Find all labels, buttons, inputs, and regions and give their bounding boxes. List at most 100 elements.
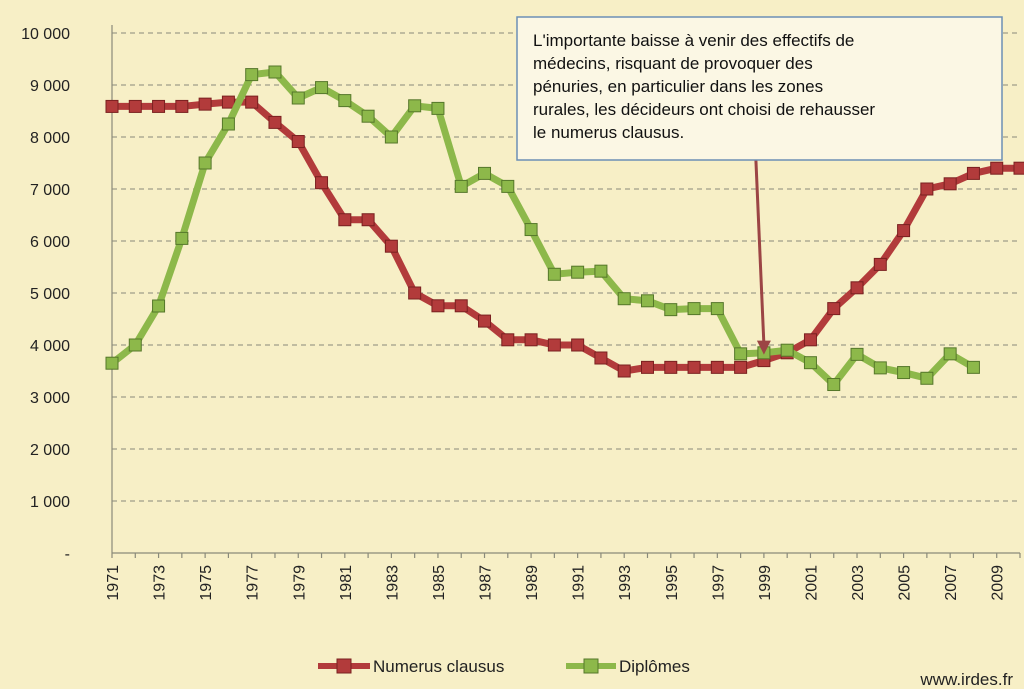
data-point bbox=[524, 333, 538, 347]
data-point bbox=[431, 101, 445, 115]
legend-marker-diplomes bbox=[583, 658, 599, 674]
annotation-line: L'importante baisse à venir des effectif… bbox=[533, 31, 854, 50]
y-tick-label: 7 000 bbox=[30, 182, 70, 199]
x-tick-label: 2001 bbox=[803, 565, 820, 601]
data-point bbox=[547, 267, 561, 281]
x-tick-label: 1971 bbox=[105, 565, 122, 601]
x-tick-label: 2003 bbox=[850, 565, 867, 601]
data-point bbox=[315, 81, 329, 95]
data-point bbox=[640, 360, 654, 374]
x-tick-label: 1999 bbox=[757, 565, 774, 601]
data-point bbox=[734, 360, 748, 374]
data-point bbox=[454, 299, 468, 313]
x-tick-label: 1993 bbox=[617, 565, 634, 601]
legend-label-diplomes: Diplômes bbox=[619, 657, 690, 676]
data-point bbox=[827, 302, 841, 316]
data-point bbox=[850, 347, 864, 361]
data-point bbox=[617, 364, 631, 378]
data-point bbox=[175, 99, 189, 113]
data-point bbox=[198, 156, 212, 170]
y-tick-label: 1 000 bbox=[30, 494, 70, 511]
x-tick-label: 2007 bbox=[943, 565, 960, 601]
data-point bbox=[803, 333, 817, 347]
data-point bbox=[408, 99, 422, 113]
data-point bbox=[687, 302, 701, 316]
data-point bbox=[664, 303, 678, 317]
x-tick-label: 1975 bbox=[198, 565, 215, 601]
annotation-callout: L'importante baisse à venir des effectif… bbox=[516, 16, 1003, 355]
data-point bbox=[524, 223, 538, 237]
data-point bbox=[873, 257, 887, 271]
data-point bbox=[687, 360, 701, 374]
data-point bbox=[338, 213, 352, 227]
data-point bbox=[268, 65, 282, 79]
data-point bbox=[943, 347, 957, 361]
data-point bbox=[966, 166, 980, 180]
data-point bbox=[454, 179, 468, 193]
data-point bbox=[571, 338, 585, 352]
data-point bbox=[128, 338, 142, 352]
data-point bbox=[501, 179, 515, 193]
data-point bbox=[384, 239, 398, 253]
y-tick-label: 3 000 bbox=[30, 390, 70, 407]
x-tick-label: 1995 bbox=[664, 565, 681, 601]
data-point bbox=[990, 161, 1004, 175]
x-tick-label: 1997 bbox=[710, 565, 727, 601]
x-tick-label: 1987 bbox=[478, 565, 495, 601]
x-tick-label: 2005 bbox=[897, 565, 914, 601]
data-point bbox=[594, 351, 608, 365]
data-point bbox=[105, 356, 119, 370]
x-tick-label: 1985 bbox=[431, 565, 448, 601]
source-credit: www.irdes.fr bbox=[919, 670, 1013, 689]
annotation-line: pénuries, en particulier dans les zones bbox=[533, 77, 823, 96]
annotation-box bbox=[516, 16, 1003, 161]
data-point bbox=[291, 135, 305, 149]
annotation-line: médecins, risquant de provoquer des bbox=[533, 54, 813, 73]
data-point bbox=[245, 68, 259, 82]
data-point bbox=[734, 347, 748, 361]
legend: Numerus clausus Diplômes bbox=[318, 657, 690, 676]
data-point bbox=[780, 343, 794, 357]
y-tick-label: 6 000 bbox=[30, 234, 70, 251]
data-point bbox=[268, 115, 282, 129]
x-tick-label: 1977 bbox=[245, 565, 262, 601]
data-point bbox=[478, 314, 492, 328]
data-point bbox=[710, 302, 724, 316]
data-point bbox=[710, 360, 724, 374]
annotation-line: le numerus clausus. bbox=[533, 123, 684, 142]
annotation-text: L'importante baisse à venir des effectif… bbox=[533, 31, 875, 142]
x-tick-label: 1983 bbox=[384, 565, 401, 601]
data-point bbox=[617, 292, 631, 306]
data-point bbox=[478, 166, 492, 180]
data-point bbox=[198, 97, 212, 111]
annotation-line: rurales, les décideurs ont choisi de reh… bbox=[533, 100, 875, 119]
data-point bbox=[943, 177, 957, 191]
data-point bbox=[920, 371, 934, 385]
data-point bbox=[664, 360, 678, 374]
data-point bbox=[105, 99, 119, 113]
data-point bbox=[501, 333, 515, 347]
legend-item-numerus-clausus: Numerus clausus bbox=[318, 657, 504, 676]
data-point bbox=[152, 99, 166, 113]
data-point bbox=[850, 281, 864, 295]
data-point bbox=[221, 95, 235, 109]
y-tick-label: 4 000 bbox=[30, 338, 70, 355]
y-tick-label: 10 000 bbox=[21, 26, 70, 43]
x-tick-label: 1981 bbox=[338, 565, 355, 601]
data-point bbox=[594, 264, 608, 278]
x-tick-label: 1979 bbox=[291, 565, 308, 601]
y-tick-label: 2 000 bbox=[30, 442, 70, 459]
data-point bbox=[408, 286, 422, 300]
x-tick-label: 1989 bbox=[524, 565, 541, 601]
data-point bbox=[384, 130, 398, 144]
x-tick-label: 1973 bbox=[152, 565, 169, 601]
data-point bbox=[571, 265, 585, 279]
data-point bbox=[966, 360, 980, 374]
data-point bbox=[315, 176, 329, 190]
data-point bbox=[128, 99, 142, 113]
data-point bbox=[547, 338, 561, 352]
legend-marker-numerus-clausus bbox=[336, 658, 352, 674]
annotation-arrow bbox=[754, 159, 766, 345]
x-tick-label: 1991 bbox=[571, 565, 588, 601]
